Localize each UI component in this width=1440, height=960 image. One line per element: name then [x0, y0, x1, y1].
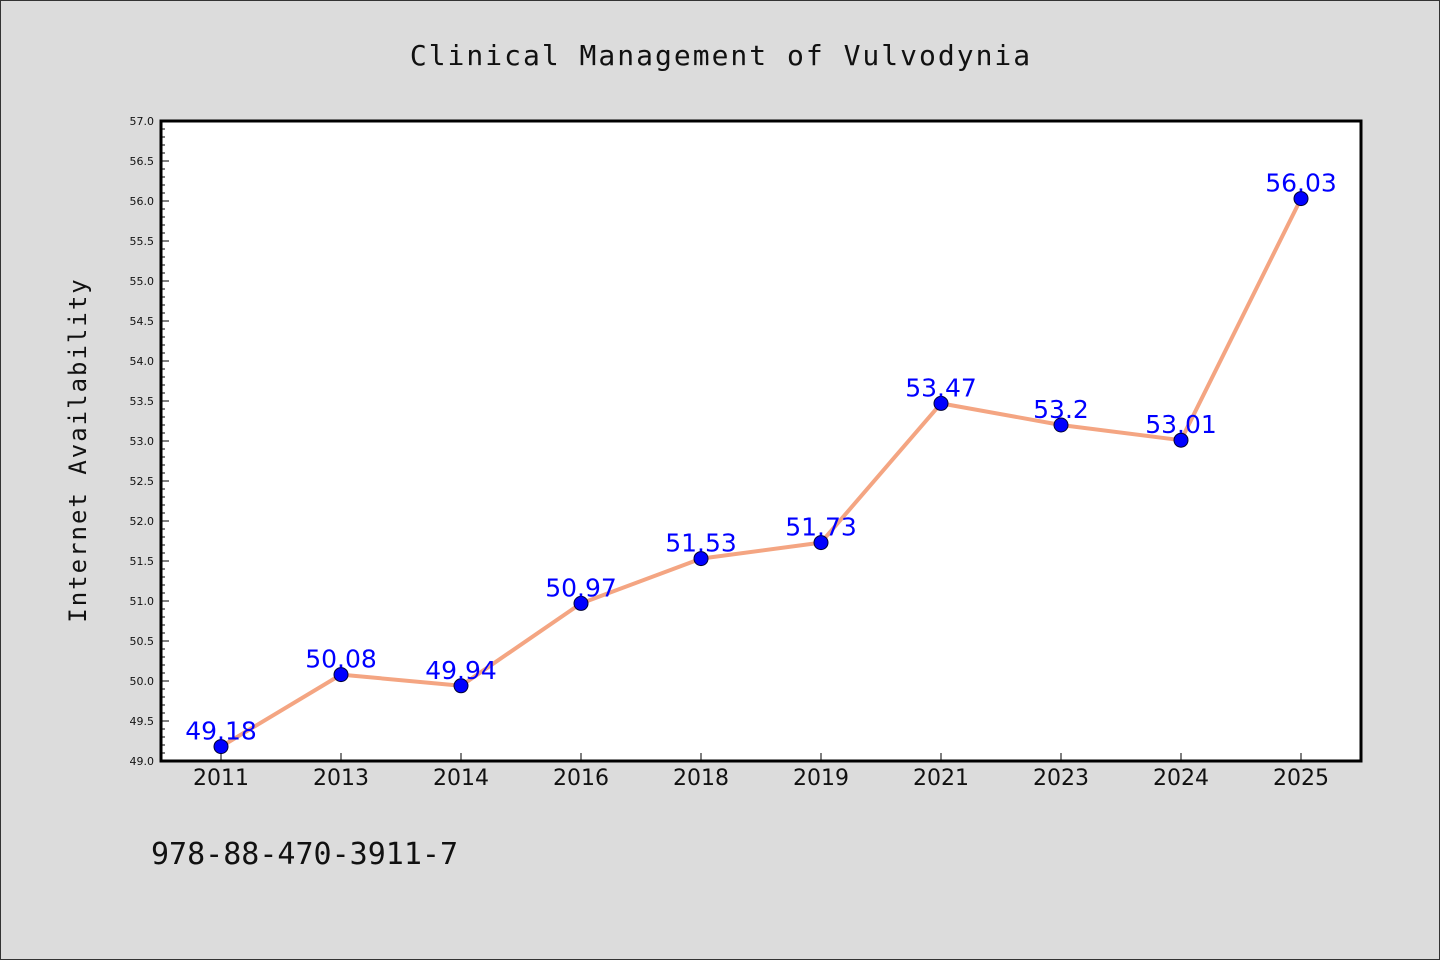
y-tick-label: 50.0 — [130, 675, 155, 688]
data-point — [813, 535, 829, 551]
data-point — [213, 739, 229, 755]
x-tick-label: 2016 — [553, 766, 609, 791]
y-axis-label: Internet Availability — [64, 277, 92, 622]
y-tick-label: 52.5 — [130, 475, 155, 488]
data-label: 50.08 — [305, 645, 377, 674]
data-point — [573, 595, 589, 611]
data-label: 49.18 — [185, 717, 257, 746]
y-axis: 49.0 49.5 50.0 50.5 51.0 51.5 52.0 52.5 53.0 53.5… — [130, 115, 169, 768]
x-tick-label: 2024 — [1153, 766, 1209, 791]
data-label: 49.94 — [425, 656, 497, 685]
data-label: 50.97 — [545, 573, 617, 602]
y-tick-label: 54.5 — [130, 315, 155, 328]
data-label: 51.73 — [785, 513, 857, 542]
plot-area — [159, 119, 1363, 763]
chart-title: Clinical Management of Vulvodynia — [410, 39, 1032, 72]
x-axis: 2011 2013 2014 2016 2018 2019 2021 2023 2024 2025 — [193, 753, 1329, 791]
y-tick-label: 54.0 — [130, 355, 155, 368]
y-tick-label: 51.5 — [130, 555, 155, 568]
x-tick-label: 2014 — [433, 766, 489, 791]
data-point — [333, 667, 349, 683]
x-tick-label: 2011 — [193, 766, 249, 791]
data-label: 53.01 — [1145, 410, 1217, 439]
data-point — [693, 551, 709, 567]
y-tick-label: 52.0 — [130, 515, 155, 528]
y-tick-label: 56.5 — [130, 155, 155, 168]
footnote-isbn: 978-88-470-3911-7 — [151, 837, 458, 872]
data-point — [453, 678, 469, 694]
data-point — [1173, 432, 1189, 448]
series-line — [219, 196, 1303, 749]
x-tick-label: 2019 — [793, 766, 849, 791]
data-label: 51.53 — [665, 529, 737, 558]
x-tick-label: 2018 — [673, 766, 729, 791]
y-tick-label: 57.0 — [130, 115, 155, 128]
data-label: 53.2 — [1033, 395, 1089, 424]
y-tick-label: 50.5 — [130, 635, 155, 648]
y-tick-label: 53.0 — [130, 435, 155, 448]
y-tick-label: 53.5 — [130, 395, 155, 408]
y-tick-label: 55.5 — [130, 235, 155, 248]
x-tick-label: 2021 — [913, 766, 969, 791]
y-tick-label: 49.5 — [130, 715, 155, 728]
y-tick-label: 51.0 — [130, 595, 155, 608]
data-point — [1293, 191, 1309, 207]
x-tick-label: 2025 — [1273, 766, 1329, 791]
data-label: 53.47 — [905, 373, 977, 402]
data-point — [933, 395, 949, 411]
y-tick-label: 56.0 — [130, 195, 155, 208]
y-tick-label: 49.0 — [130, 755, 155, 768]
x-tick-label: 2023 — [1033, 766, 1089, 791]
series-group: 49.18 50.08 49.94 50.97 51.53 51.73 53.47 53.2 5… — [185, 169, 1337, 755]
x-tick-label: 2013 — [313, 766, 369, 791]
data-point — [1053, 417, 1069, 433]
y-tick-label: 55.0 — [130, 275, 155, 288]
data-label: 56.03 — [1265, 169, 1337, 198]
